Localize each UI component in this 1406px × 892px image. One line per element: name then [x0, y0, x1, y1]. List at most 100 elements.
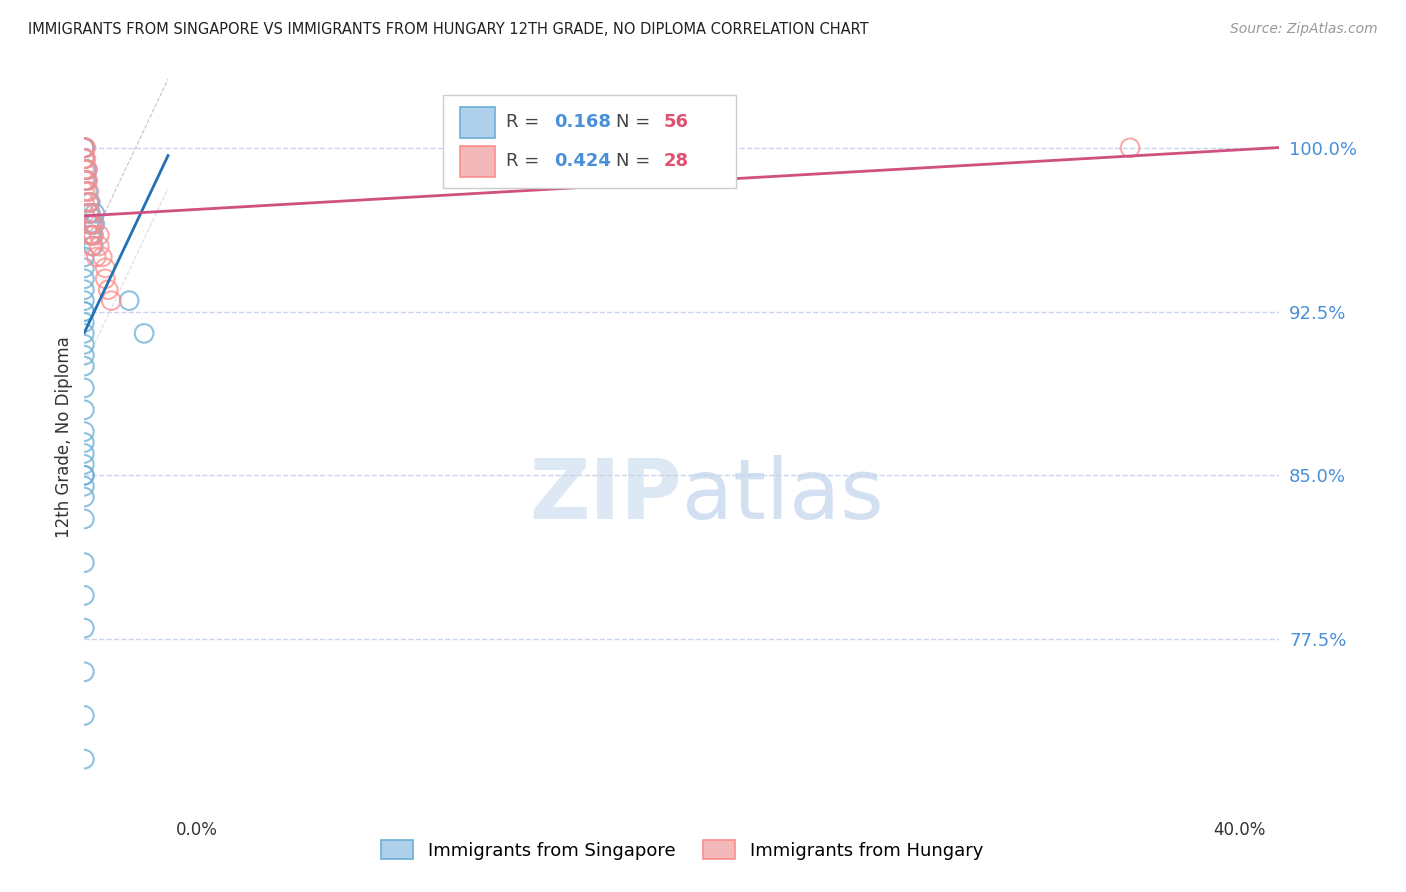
Point [73, 206, 96, 220]
Legend: Immigrants from Singapore, Immigrants from Hungary: Immigrants from Singapore, Immigrants fr… [374, 833, 990, 867]
Text: R =: R = [506, 112, 546, 131]
Point [73, 621, 96, 635]
Point [89, 239, 111, 253]
Point [73, 185, 96, 199]
Point [82, 239, 104, 253]
Point [75, 173, 97, 187]
Point [73, 141, 96, 155]
Point [82, 217, 104, 231]
Point [73, 458, 96, 472]
Point [73, 141, 96, 155]
FancyBboxPatch shape [460, 146, 495, 177]
Point [73, 479, 96, 493]
Point [132, 326, 156, 341]
Point [73, 512, 96, 526]
Point [73, 152, 96, 166]
Point [76, 173, 98, 187]
Point [73, 141, 96, 155]
Point [91, 250, 114, 264]
Point [73, 141, 96, 155]
Point [79, 206, 101, 220]
Text: 0.168: 0.168 [554, 112, 612, 131]
Text: IMMIGRANTS FROM SINGAPORE VS IMMIGRANTS FROM HUNGARY 12TH GRADE, NO DIPLOMA CORR: IMMIGRANTS FROM SINGAPORE VS IMMIGRANTS … [28, 22, 869, 37]
Point [73, 304, 96, 318]
Point [73, 490, 96, 504]
Text: 40.0%: 40.0% [1213, 821, 1265, 838]
Text: 56: 56 [664, 112, 689, 131]
Point [73, 435, 96, 450]
Point [73, 348, 96, 362]
Point [73, 337, 96, 351]
Point [73, 326, 96, 341]
Point [73, 260, 96, 275]
Point [75, 152, 97, 166]
Point [79, 206, 101, 220]
Point [80, 228, 103, 243]
Point [97, 283, 120, 297]
Point [77, 195, 100, 210]
Point [76, 162, 98, 177]
Point [94, 272, 117, 286]
Point [73, 162, 96, 177]
Point [76, 185, 98, 199]
Point [73, 195, 96, 210]
Point [73, 752, 96, 766]
Point [73, 141, 96, 155]
Point [73, 468, 96, 483]
Point [83, 217, 105, 231]
Point [82, 217, 104, 231]
Point [73, 293, 96, 308]
Point [1119, 141, 1142, 155]
Point [73, 556, 96, 570]
Point [77, 195, 100, 210]
Point [73, 315, 96, 329]
Point [76, 173, 98, 187]
Point [76, 162, 98, 177]
Point [73, 402, 96, 417]
Point [77, 217, 100, 231]
Text: Source: ZipAtlas.com: Source: ZipAtlas.com [1230, 22, 1378, 37]
Point [80, 217, 103, 231]
Point [77, 206, 100, 220]
Point [100, 293, 122, 308]
Point [73, 272, 96, 286]
Point [73, 665, 96, 679]
Point [73, 173, 96, 187]
Y-axis label: 12th Grade, No Diploma: 12th Grade, No Diploma [55, 336, 73, 538]
Text: N =: N = [616, 112, 657, 131]
Point [83, 206, 105, 220]
Text: atlas: atlas [682, 455, 883, 536]
Point [82, 228, 104, 243]
Text: 0.0%: 0.0% [176, 821, 218, 838]
Point [118, 293, 141, 308]
Point [80, 239, 103, 253]
Point [86, 250, 108, 264]
Point [82, 228, 104, 243]
Point [73, 425, 96, 439]
Point [73, 141, 96, 155]
FancyBboxPatch shape [443, 95, 735, 188]
Text: N =: N = [616, 152, 657, 169]
Text: 28: 28 [664, 152, 689, 169]
Point [73, 468, 96, 483]
Point [73, 359, 96, 373]
Point [75, 141, 97, 155]
Point [73, 588, 96, 602]
Point [79, 228, 101, 243]
FancyBboxPatch shape [460, 107, 495, 138]
Point [73, 250, 96, 264]
Text: 0.424: 0.424 [554, 152, 612, 169]
Point [73, 446, 96, 460]
Point [77, 185, 100, 199]
Point [73, 304, 96, 318]
Point [73, 708, 96, 723]
Point [73, 152, 96, 166]
Text: ZIP: ZIP [530, 455, 682, 536]
Point [73, 141, 96, 155]
Point [75, 162, 97, 177]
Point [79, 228, 101, 243]
Point [73, 381, 96, 395]
Point [79, 217, 101, 231]
Point [94, 260, 117, 275]
Point [73, 283, 96, 297]
